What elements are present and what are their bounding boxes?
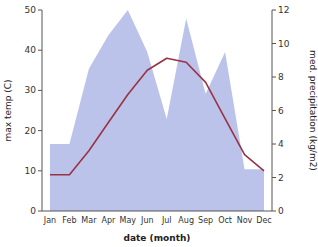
y-tick xyxy=(38,10,42,11)
x-tick-label: Aug xyxy=(178,216,194,225)
x-tick-label: Oct xyxy=(218,216,232,225)
y-tick-label: 10 xyxy=(25,166,37,176)
y2-tick-label: 10 xyxy=(278,39,290,49)
x-tick-label: Dec xyxy=(256,216,271,225)
plot-area xyxy=(50,10,264,211)
x-tick-label: Jun xyxy=(140,216,154,225)
y2-tick-label: 2 xyxy=(278,173,284,183)
y-tick xyxy=(38,90,42,91)
y2-tick-label: 0 xyxy=(278,206,284,216)
y2-tick-label: 6 xyxy=(278,106,284,116)
x-tick-label: Jul xyxy=(161,216,172,225)
y-axis-line xyxy=(42,10,43,211)
x-axis-line xyxy=(42,211,272,212)
precipitation-area xyxy=(50,10,264,211)
y2-axis-title: med. precipitation (kg/m2) xyxy=(308,50,318,171)
x-tick-label: May xyxy=(120,216,137,225)
x-tick-label: Feb xyxy=(62,216,76,225)
x-tick-label: Nov xyxy=(237,216,253,225)
y-tick-label: 40 xyxy=(25,45,37,55)
y2-tick xyxy=(272,110,276,111)
y2-tick-label: 12 xyxy=(278,5,289,15)
background xyxy=(0,0,318,247)
y-tick xyxy=(38,211,42,212)
y-tick xyxy=(38,130,42,131)
y2-tick xyxy=(272,77,276,78)
y2-tick-label: 8 xyxy=(278,72,284,82)
y-tick-label: 20 xyxy=(25,126,37,136)
y2-tick xyxy=(272,43,276,44)
chart: 0 10 20 30 40 50 0 2 4 6 8 10 12 Jan Feb Mar Apr MayJun Ju… xyxy=(0,0,318,247)
x-tick-label: Sep xyxy=(198,216,213,225)
y2-tick xyxy=(272,144,276,145)
x-axis-title: date (month) xyxy=(124,233,191,243)
y-tick-label: 30 xyxy=(25,85,37,95)
y-tick xyxy=(38,50,42,51)
y-tick-label: 0 xyxy=(30,206,36,216)
y2-tick xyxy=(272,211,276,212)
x-tick-label: Jan xyxy=(43,216,56,225)
y2-tick xyxy=(272,10,276,11)
y-axis-title: max temp (C) xyxy=(3,79,13,141)
y-tick-label: 50 xyxy=(25,5,37,15)
y-tick xyxy=(38,170,42,171)
x-tick-label: Mar xyxy=(81,216,97,225)
y2-tick xyxy=(272,177,276,178)
y2-tick-label: 4 xyxy=(278,139,284,149)
temperature-line xyxy=(50,58,264,175)
x-tick-label: Apr xyxy=(101,216,116,225)
